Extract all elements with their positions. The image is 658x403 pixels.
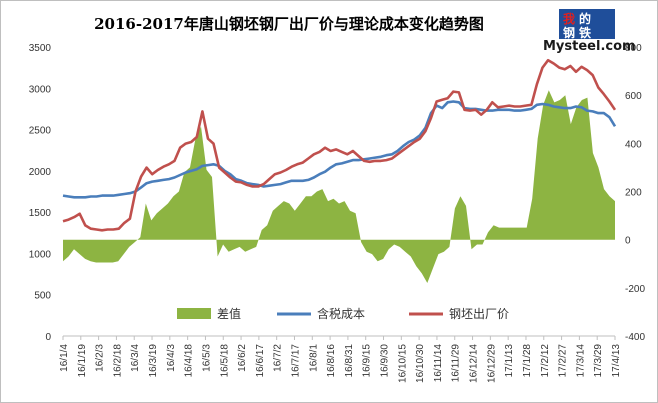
x-tick-label: 16/2/3 xyxy=(95,344,106,372)
y-right-tick-label: 800 xyxy=(625,43,642,54)
x-tick-label: 16/7/2 xyxy=(273,344,284,372)
logo-char: 的 xyxy=(579,12,592,26)
y-right-tick-label: -400 xyxy=(625,332,645,343)
x-tick-label: 17/3/29 xyxy=(593,344,604,378)
x-tick-label: 16/8/1 xyxy=(308,344,319,372)
legend-label: 差值 xyxy=(217,306,241,321)
x-tick-label: 16/5/18 xyxy=(219,344,230,378)
legend-label: 钢坯出厂价 xyxy=(449,307,509,321)
x-tick-label: 16/12/14 xyxy=(469,344,480,383)
y-left-tick-label: 0 xyxy=(45,332,51,343)
x-tick-label: 16/10/30 xyxy=(415,344,426,383)
x-tick-label: 16/1/19 xyxy=(77,344,88,378)
logo-char: 我 xyxy=(563,12,576,26)
x-tick-label: 16/11/14 xyxy=(433,344,444,383)
x-tick-label: 16/7/17 xyxy=(290,344,301,378)
x-tick-label: 17/1/28 xyxy=(522,344,533,378)
x-tick-label: 17/1/13 xyxy=(504,344,515,378)
x-tick-label: 16/4/18 xyxy=(184,344,195,378)
x-tick-label: 16/5/3 xyxy=(201,344,212,372)
x-tick-label: 17/2/12 xyxy=(540,344,551,378)
series-line-1 xyxy=(62,100,617,199)
x-tick-label: 16/3/19 xyxy=(148,344,159,378)
x-tick-label: 16/4/3 xyxy=(166,344,177,372)
y-left-tick-label: 2000 xyxy=(29,167,52,178)
x-tick-label: 16/2/18 xyxy=(112,344,123,378)
logo-text: Mysteel.com xyxy=(543,39,636,54)
x-tick-label: 16/9/15 xyxy=(362,344,373,378)
legend-label: 含税成本 xyxy=(317,306,365,321)
y-right-tick-label: 200 xyxy=(625,188,642,199)
y-left-tick-label: 3000 xyxy=(29,84,52,95)
y-right-tick-label: 400 xyxy=(625,139,642,150)
x-tick-label: 16/1/4 xyxy=(59,344,70,372)
logo-block xyxy=(559,9,615,39)
mysteel-logo: 我 的 钢 铁 Mysteel.com xyxy=(543,9,636,57)
right-axis: -400 -200 0 200 400 600 800 xyxy=(625,43,645,343)
logo-char: 钢 xyxy=(563,26,576,40)
x-tick-label: 16/6/17 xyxy=(255,344,266,378)
y-right-tick-label: -200 xyxy=(625,284,645,295)
y-left-tick-label: 2500 xyxy=(29,126,52,137)
x-tick-label: 17/2/27 xyxy=(558,344,569,378)
legend: 差值 含税成本 钢坯出厂价 xyxy=(177,306,509,321)
y-right-tick-label: 600 xyxy=(625,91,642,102)
y-left-tick-label: 3500 xyxy=(29,43,52,54)
x-tick-label: 16/8/31 xyxy=(344,344,355,378)
x-tick-label: 16/10/15 xyxy=(397,344,408,383)
x-tick-label: 17/3/14 xyxy=(575,344,586,378)
legend-swatch xyxy=(177,308,211,319)
left-axis: 0 500 1000 1500 2000 2500 3000 3500 xyxy=(29,43,52,343)
logo-char: 铁 xyxy=(579,26,592,40)
chart-title: 2016-2017年唐山钢坯钢厂出厂价与理论成本变化趋势图 xyxy=(94,15,484,33)
series-line-2 xyxy=(62,58,617,232)
x-tick-label: 16/9/30 xyxy=(380,344,391,378)
x-tick-label: 16/6/2 xyxy=(237,344,248,372)
x-axis: 16/1/4 16/1/19 16/2/3 16/2/18 16/3/4 16/3/19 1… xyxy=(59,335,622,383)
x-tick-label: 16/8/16 xyxy=(326,344,337,378)
y-right-tick-label: 0 xyxy=(625,236,631,247)
y-left-tick-label: 500 xyxy=(34,291,51,302)
x-tick-label: 16/12/29 xyxy=(486,344,497,383)
y-left-tick-label: 1500 xyxy=(29,208,52,219)
series-layer xyxy=(62,58,617,283)
series-area-0 xyxy=(63,90,615,283)
x-tick-label: 16/11/29 xyxy=(451,344,462,383)
y-left-tick-label: 1000 xyxy=(29,249,52,260)
x-tick-label: 17/4/13 xyxy=(611,344,622,378)
x-tick-label: 16/3/4 xyxy=(130,344,141,372)
